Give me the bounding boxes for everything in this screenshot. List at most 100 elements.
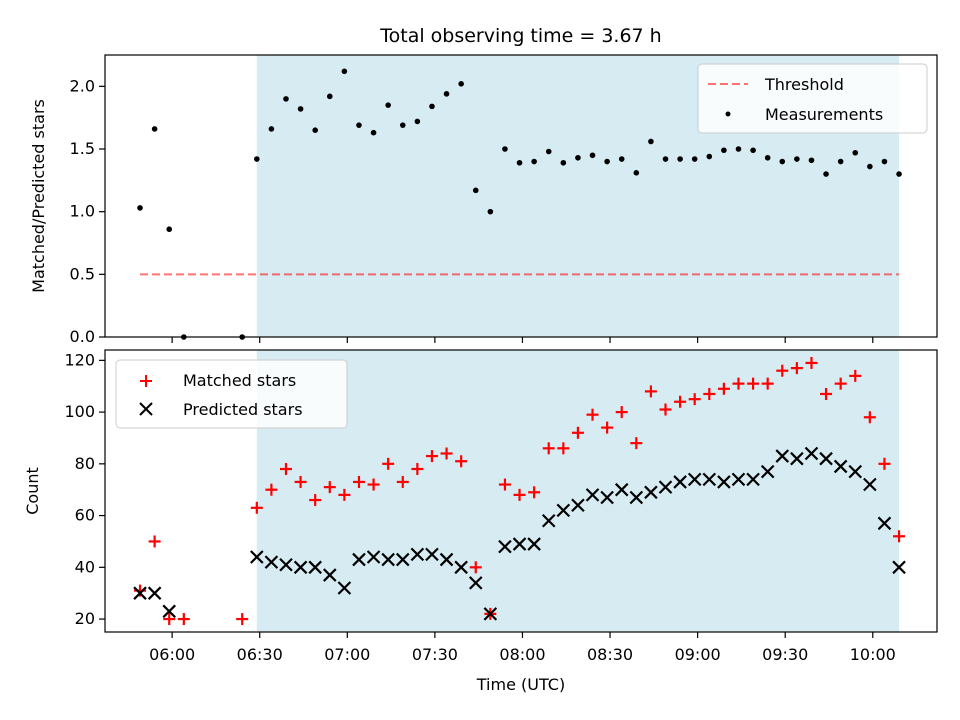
matched-star-point [528,486,541,499]
predicted-star-point [264,555,279,569]
measurement-point [648,138,654,145]
predicted-x-b [133,586,147,600]
matched-star-point [352,475,365,488]
predicted-star-point [468,576,483,590]
top-legend: Threshold Measurements [697,63,928,134]
threshold-legend-label: Threshold [764,75,844,94]
matched-star-point [425,450,438,463]
matched-star-point [498,478,511,491]
predicted-star-point [395,552,410,567]
predicted-star-point [717,475,731,489]
predicted-x-b [600,490,614,505]
predicted-star-point [629,490,644,505]
bottom-y-tick-label: 80 [75,454,95,473]
predicted-star-point [673,475,687,489]
measurement-point [735,146,742,152]
top-panel: 0.00.51.01.52.0 Matched/Predicted stars … [29,54,938,346]
predicted-star-point [644,485,658,500]
predicted-star-point [425,547,439,562]
matched-star-point [396,475,409,488]
matched-star-point [717,382,730,395]
predicted-star-point [848,464,863,479]
matched-star-point [863,411,876,424]
predicted-x-b [279,557,293,572]
predicted-x-b [760,464,775,479]
predicted-star-point [892,560,906,575]
predicted-legend-swatch [139,402,153,416]
predicted-x-b [775,449,790,463]
matched-star-point [440,447,453,460]
bottom-highlight-span [256,350,900,632]
matched-star-point [294,475,307,488]
matched-star-point [279,463,292,476]
predicted-star-point [804,446,819,461]
bottom-y-tick-label: 40 [75,557,95,576]
measurement-point [356,122,362,128]
predicted-star-point [308,560,322,575]
matched-star-point [761,377,774,390]
top-points-layer [137,68,902,340]
measurement-point [502,146,508,152]
predicted-x-b [629,490,644,505]
predicted-x-b [556,503,571,518]
predicted-x-b [454,560,468,575]
chart-title: Total observing time = 3.67 h [379,25,661,47]
matched-star-point [834,377,847,390]
top-y-axis-label: Matched/Predicted stars [29,99,48,293]
measurement-point [706,153,713,160]
predicted-x-b [308,560,322,575]
measurement-point [399,122,406,128]
predicted-x-b [702,472,717,487]
measurement-point [297,106,304,112]
matched-legend-label: Matched stars [183,371,296,390]
bottom-x-tick-label: 09:30 [762,645,808,664]
matched-star-point [601,421,614,434]
measurement-point [545,148,552,155]
bottom-legend-box [115,359,348,429]
measurement-point [604,158,610,165]
matched-star-point [747,377,760,390]
predicted-x-b [571,498,585,513]
predicted-x-b [498,539,512,554]
matched-star-point [338,488,351,501]
measurement-point [808,157,815,164]
measurement-point [823,171,829,177]
predicted-star-point [337,581,352,595]
predicted-x-b [673,475,687,489]
measurement-point [794,156,800,162]
predicted-x-b [717,475,731,489]
matched-star-point [236,613,249,626]
matched-star-point [134,584,147,597]
matched-star-point [513,488,526,501]
matched-star-point [542,442,555,455]
predicted-star-point [775,449,790,463]
predicted-x-b [293,560,308,575]
matched-star-point [455,455,468,468]
predicted-x-b [410,547,425,562]
predicted-x-b [512,537,527,551]
predicted-x-b [833,459,848,474]
predicted-x-b [614,482,629,497]
predicted-star-point [366,550,381,564]
bottom-y-tick-label: 20 [75,609,95,628]
predicted-star-point [250,550,264,564]
matched-star-point [790,362,803,375]
predicted-x-b [250,550,264,564]
matched-star-point [659,403,672,416]
predicted-x-b [352,552,366,567]
matched-star-point [703,387,716,400]
measurement-point [721,147,727,154]
bottom-legend: Matched stars Predicted stars [115,359,348,429]
matched-star-point [630,437,643,450]
predicted-star-point [658,480,673,494]
matched-star-point [805,356,818,369]
matched-star-point [820,387,833,400]
bottom-x-tick-label: 06:00 [149,645,195,664]
predicted-star-point [585,488,600,502]
predicted-x-b [527,537,541,551]
predicted-x-b [819,451,833,466]
matched-star-point [674,395,687,408]
predicted-x-b [541,513,556,528]
predicted-star-point [293,560,308,575]
measurement-point [691,156,698,162]
